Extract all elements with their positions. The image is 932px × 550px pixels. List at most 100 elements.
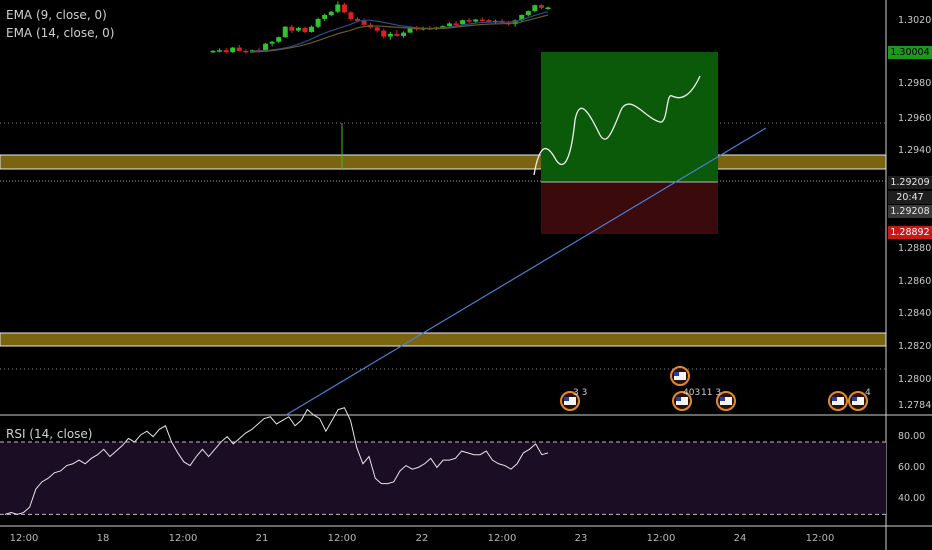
x-tick-label: 12:00 <box>646 533 676 544</box>
stop-box <box>541 182 718 234</box>
candle-body <box>538 5 544 8</box>
event-ca-icon-flag <box>674 372 686 380</box>
candle-body <box>217 50 223 52</box>
candle-body <box>519 14 525 21</box>
candle-body <box>335 4 341 12</box>
candle-body <box>525 11 531 15</box>
candle-body <box>479 19 485 22</box>
rsi-tick-label: 80.00 <box>898 431 926 442</box>
y-tick-label: 1.29800 <box>898 78 932 89</box>
event-us-icon-flag <box>852 397 864 405</box>
rsi-tick-label: 40.00 <box>898 493 926 504</box>
candle-body <box>236 47 242 51</box>
event-us-icon-flag <box>564 397 576 405</box>
candle-body <box>374 27 380 31</box>
candle-body <box>440 26 446 28</box>
candle-body <box>210 50 216 53</box>
candle-body <box>355 18 361 21</box>
event-ca-icon-flag <box>832 397 844 405</box>
legend-rsi[interactable]: RSI (14, close) <box>6 427 93 441</box>
y-tick-label: 1.29600 <box>898 113 932 124</box>
projection-path <box>533 75 701 176</box>
candle-body <box>243 50 249 53</box>
candle-body <box>407 27 413 33</box>
entry-price-label: 1.29208 <box>888 205 932 218</box>
event-us-icon-flag <box>676 397 688 405</box>
ema9-line <box>249 11 549 53</box>
x-tick-label: 12:00 <box>487 533 517 544</box>
x-tick-label: 12:00 <box>9 533 39 544</box>
candle-body <box>269 41 275 44</box>
support-zone <box>0 332 887 347</box>
rsi-tick-label: 60.00 <box>898 462 926 473</box>
candle-body <box>486 20 492 23</box>
event-us-icon-flag <box>720 397 732 405</box>
x-tick-label: 12:00 <box>327 533 357 544</box>
y-tick-label: 1.28200 <box>898 341 932 352</box>
event-us-icon-flag-canton <box>564 397 569 401</box>
candle-body <box>341 4 347 13</box>
event-count-badge: 403 <box>683 388 700 398</box>
candle-body <box>466 20 472 22</box>
event-ca-icon-flag-canton <box>674 372 679 376</box>
countdown-label: 20:47 <box>888 191 932 204</box>
candle-body <box>394 33 400 36</box>
candle-body <box>473 19 479 22</box>
x-tick-label: 12:00 <box>168 533 198 544</box>
candle-body <box>532 5 538 12</box>
y-tick-label: 1.29400 <box>898 145 932 156</box>
y-tick-label: 1.28000 <box>898 374 932 385</box>
candle-body <box>400 32 406 36</box>
x-tick-label: 22 <box>415 533 429 544</box>
event-count-badge: 3 3 <box>573 388 587 398</box>
candle-body <box>315 18 321 27</box>
event-count-badge: 4 <box>865 388 871 398</box>
legend-ema14[interactable]: EMA (14, close, 0) <box>6 26 115 40</box>
event-us-icon-flag-canton <box>720 397 725 401</box>
candle-body <box>295 28 301 31</box>
candle-body <box>276 37 282 42</box>
y-tick-label: 1.30200 <box>898 15 932 26</box>
last-price-label: 1.29209 <box>888 176 932 189</box>
stop-price-label: 1.28892 <box>888 226 932 239</box>
candle-body <box>302 28 308 32</box>
y-tick-label: 1.28400 <box>898 308 932 319</box>
candle-body <box>263 43 269 52</box>
candle-body <box>309 26 315 32</box>
x-tick-label: 12:00 <box>805 533 835 544</box>
event-us-icon-flag-canton <box>676 397 681 401</box>
candle-body <box>361 20 367 25</box>
y-tick-label: 1.28600 <box>898 276 932 287</box>
candle-body <box>446 23 452 27</box>
x-tick-label: 21 <box>255 533 269 544</box>
target-price-label: 1.30004 <box>888 46 932 59</box>
candle-body <box>289 26 295 31</box>
x-tick-label: 18 <box>96 533 110 544</box>
candle-body <box>453 23 459 25</box>
event-count-badge: 11 3 <box>701 388 721 398</box>
candle-body <box>512 20 518 25</box>
x-tick-label: 24 <box>733 533 747 544</box>
trend-line <box>285 127 767 416</box>
candle-body <box>328 11 334 15</box>
candle-body <box>223 50 229 53</box>
candle-body <box>348 12 354 19</box>
y-tick-label: 1.27840 <box>898 400 932 411</box>
rsi-band <box>0 442 886 515</box>
rsi-line <box>4 407 549 515</box>
x-tick-label: 23 <box>574 533 588 544</box>
candle-body <box>230 47 236 53</box>
candle-body <box>322 14 328 19</box>
target-box <box>541 52 718 182</box>
y-tick-label: 1.28800 <box>898 243 932 254</box>
legend-ema9[interactable]: EMA (9, close, 0) <box>6 8 107 22</box>
ema14-line <box>249 14 549 53</box>
candle-body <box>460 20 466 25</box>
event-us-icon-flag-canton <box>852 397 857 401</box>
candle-body <box>387 33 393 37</box>
candle-body <box>545 7 551 9</box>
event-ca-icon-flag-canton <box>832 397 837 401</box>
resistance-zone <box>0 154 887 170</box>
